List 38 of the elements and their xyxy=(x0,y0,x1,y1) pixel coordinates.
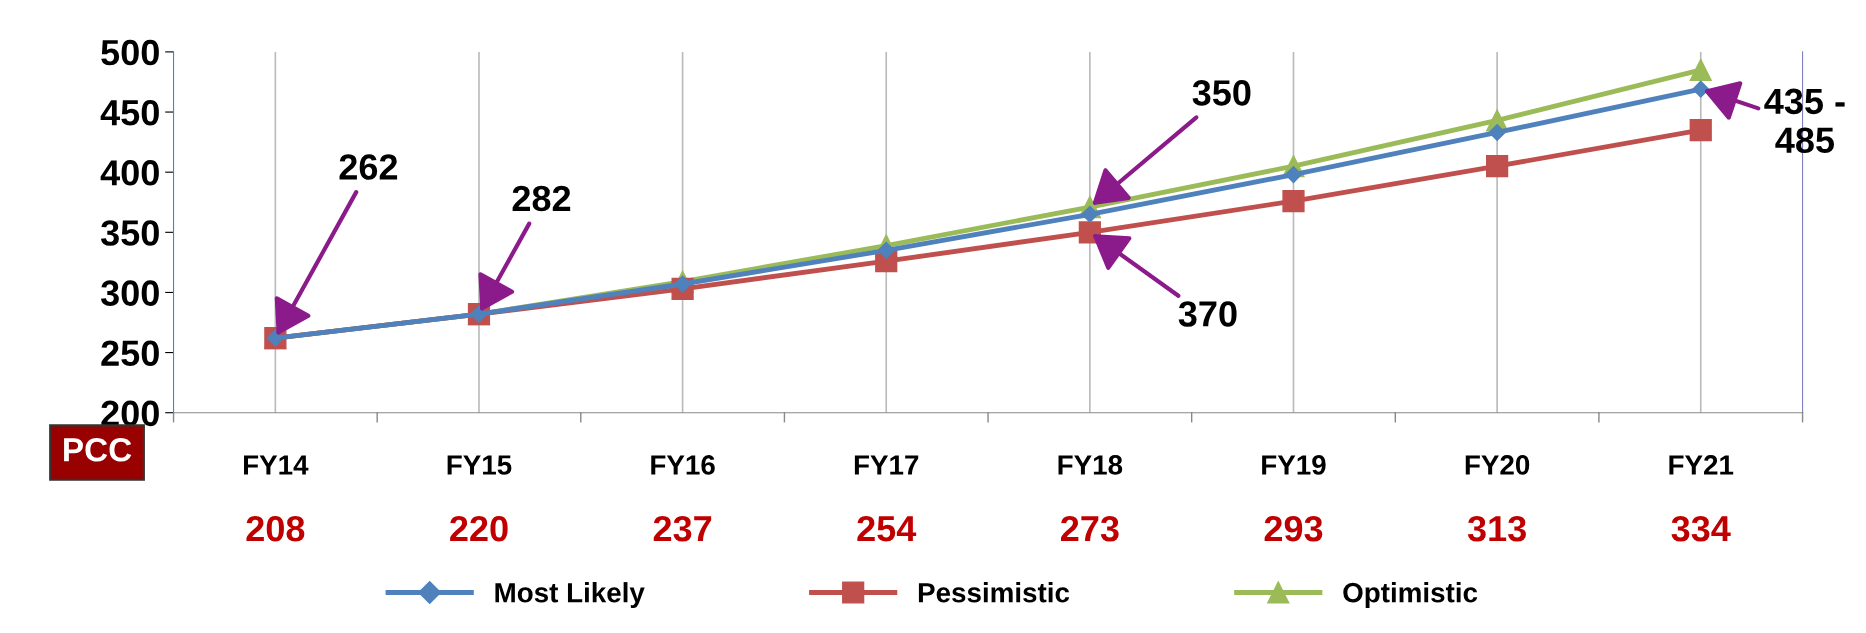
annotation: 282 xyxy=(512,185,571,212)
annotation: 262 xyxy=(339,154,398,180)
legend-label: Pessimistic xyxy=(918,582,1070,603)
text: 313 xyxy=(1467,515,1526,542)
text: 293 xyxy=(1264,515,1323,542)
y-tick-label: 200 xyxy=(101,400,159,427)
legend-label: Optimistic xyxy=(1343,582,1478,608)
point xyxy=(1689,58,1712,82)
text: 220 xyxy=(450,515,508,542)
x-tick-label: FY21 xyxy=(1669,455,1734,475)
x-tick-label: FY15 xyxy=(447,455,512,475)
point xyxy=(1689,118,1712,142)
legend-label: Most Likely xyxy=(495,582,645,608)
text: 254 xyxy=(857,515,917,542)
y-tick-label: 400 xyxy=(100,160,159,186)
y-tick-label: 250 xyxy=(101,340,159,367)
x-tick-label: FY14 xyxy=(244,455,309,475)
text: PCC xyxy=(64,437,132,462)
point xyxy=(1485,155,1509,178)
y-tick-label: 300 xyxy=(100,280,159,306)
x-tick-label: FY20 xyxy=(1465,455,1530,475)
annotation: 435 - 485 xyxy=(1764,88,1845,154)
text: 273 xyxy=(1060,515,1119,542)
x-tick-label: FY16 xyxy=(651,455,715,475)
text: 334 xyxy=(1671,515,1731,542)
text: 208 xyxy=(246,515,305,542)
y-tick-label: 450 xyxy=(100,99,159,126)
x-tick-label: FY19 xyxy=(1262,455,1326,475)
annotation: 350 xyxy=(1192,80,1251,106)
point xyxy=(1488,123,1506,142)
point xyxy=(1692,80,1710,98)
text: 237 xyxy=(653,515,712,542)
annotation: 370 xyxy=(1178,301,1237,327)
y-tick-label: 500 xyxy=(101,39,159,66)
x-tick-label: FY18 xyxy=(1058,455,1123,475)
y-tick-label: 350 xyxy=(100,220,159,246)
x-tick-label: FY17 xyxy=(854,455,919,475)
point xyxy=(1282,189,1305,213)
